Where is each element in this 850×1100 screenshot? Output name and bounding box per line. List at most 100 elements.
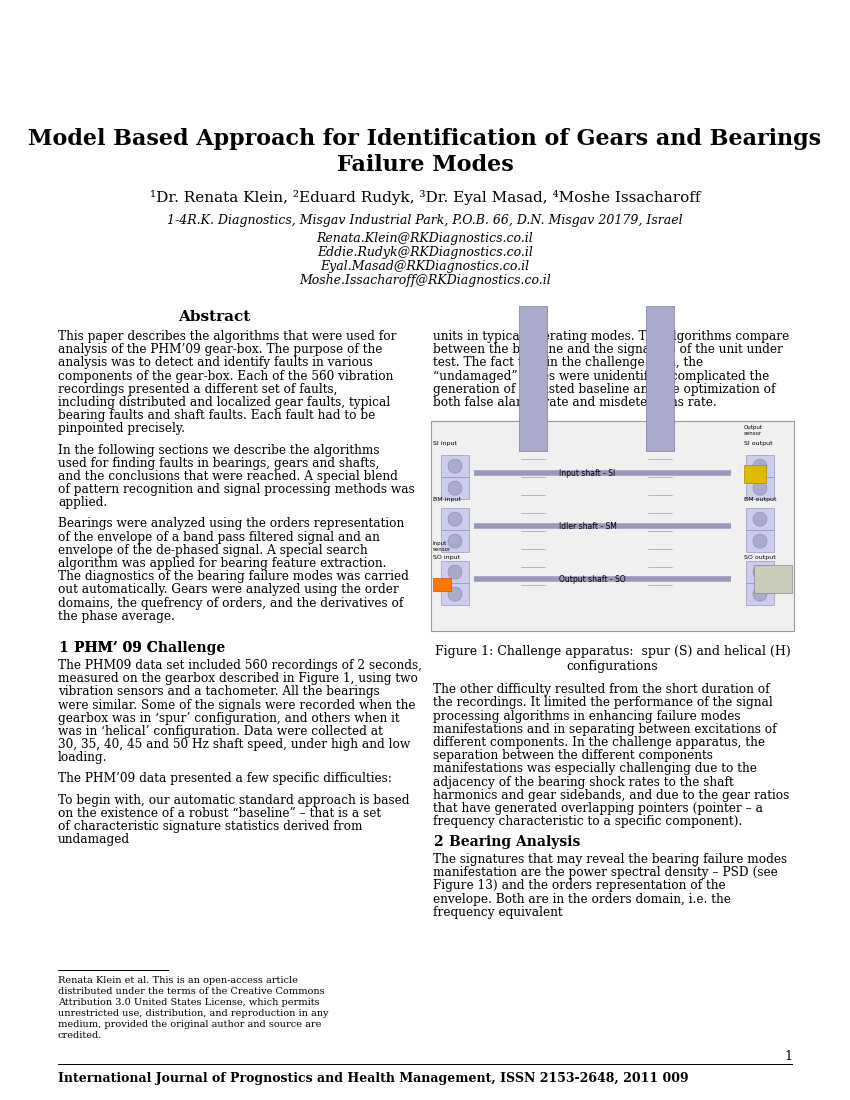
Text: vibration sensors and a tachometer. All the bearings: vibration sensors and a tachometer. All …	[58, 685, 380, 698]
Circle shape	[448, 513, 462, 526]
Text: between the baseline and the signature of the unit under: between the baseline and the signature o…	[433, 343, 783, 356]
Text: Failure Modes: Failure Modes	[337, 154, 513, 176]
Text: Output shaft - SO: Output shaft - SO	[559, 575, 626, 584]
Text: generation of a trusted baseline and the optimization of: generation of a trusted baseline and the…	[433, 383, 775, 396]
Bar	[754, 565, 792, 593]
Circle shape	[753, 459, 767, 473]
Text: SO: SO	[438, 582, 446, 587]
Text: on the existence of a robust “baseline” – that is a set: on the existence of a robust “baseline” …	[58, 806, 381, 820]
Text: bearing faults and shaft faults. Each fault had to be: bearing faults and shaft faults. Each fa…	[58, 409, 375, 422]
Circle shape	[753, 513, 767, 526]
Text: Bearings were analyzed using the orders representation: Bearings were analyzed using the orders …	[58, 517, 405, 530]
Text: manifestations was especially challenging due to the: manifestations was especially challengin…	[433, 762, 756, 776]
Text: LOAD: LOAD	[762, 579, 785, 588]
Text: domains, the quefrency of orders, and the derivatives of: domains, the quefrency of orders, and th…	[58, 596, 404, 609]
Bar	[744, 465, 766, 483]
Text: applied.: applied.	[58, 496, 107, 509]
Text: out automatically. Gears were analyzed using the order: out automatically. Gears were analyzed u…	[58, 583, 399, 596]
Text: that have generated overlapping pointers (pointer – a: that have generated overlapping pointers…	[433, 802, 763, 815]
Text: pinpointed precisely.: pinpointed precisely.	[58, 422, 185, 436]
Text: including distributed and localized gear faults, typical: including distributed and localized gear…	[58, 396, 390, 409]
Text: recordings presented a different set of faults,: recordings presented a different set of …	[58, 383, 337, 396]
Text: 30, 35, 40, 45 and 50 Hz shaft speed, under high and low: 30, 35, 40, 45 and 50 Hz shaft speed, un…	[58, 738, 411, 751]
Bar	[746, 530, 774, 552]
Bar	[433, 579, 451, 591]
Text: frequency equivalent: frequency equivalent	[433, 905, 563, 918]
Text: BM output: BM output	[744, 497, 777, 502]
Bar	[746, 561, 774, 583]
Text: of pattern recognition and signal processing methods was: of pattern recognition and signal proces…	[58, 483, 415, 496]
Text: analysis of the PHM’09 gear-box. The purpose of the: analysis of the PHM’09 gear-box. The pur…	[58, 343, 382, 356]
Text: To begin with, our automatic standard approach is based: To begin with, our automatic standard ap…	[58, 793, 410, 806]
Text: separation between the different components: separation between the different compone…	[433, 749, 713, 762]
Text: envelope. Both are in the orders domain, i.e. the: envelope. Both are in the orders domain,…	[433, 892, 731, 905]
Text: The PHM09 data set included 560 recordings of 2 seconds,: The PHM09 data set included 560 recordin…	[58, 659, 422, 672]
Text: “undamaged” cases were unidentified complicated the: “undamaged” cases were unidentified comp…	[433, 370, 769, 383]
Text: components of the gear-box. Each of the 560 vibration: components of the gear-box. Each of the …	[58, 370, 394, 383]
Text: SI output: SI output	[744, 441, 773, 447]
Text: medium, provided the original author and source are: medium, provided the original author and…	[58, 1020, 321, 1028]
Bar	[746, 508, 774, 530]
Text: The diagnostics of the bearing failure modes was carried: The diagnostics of the bearing failure m…	[58, 570, 409, 583]
Circle shape	[753, 565, 767, 579]
Text: different components. In the challenge apparatus, the: different components. In the challenge a…	[433, 736, 765, 749]
Bar	[441, 561, 469, 583]
Bar	[441, 455, 469, 477]
Text: and the conclusions that were reached. A special blend: and the conclusions that were reached. A…	[58, 470, 398, 483]
Bar	[431, 421, 794, 631]
Text: of characteristic signature statistics derived from: of characteristic signature statistics d…	[58, 820, 362, 833]
Text: Figure 1: Challenge apparatus:  spur (S) and helical (H)
configurations: Figure 1: Challenge apparatus: spur (S) …	[434, 645, 790, 673]
Text: Input
sensor: Input sensor	[433, 541, 451, 552]
Text: The other difficulty resulted from the short duration of: The other difficulty resulted from the s…	[433, 683, 769, 696]
Text: envelope of the de-phased signal. A special search: envelope of the de-phased signal. A spec…	[58, 543, 367, 557]
Circle shape	[448, 481, 462, 495]
Circle shape	[448, 459, 462, 473]
Text: units in typical operating modes. The algorithms compare: units in typical operating modes. The al…	[433, 330, 790, 343]
Text: Attribution 3.0 United States License, which permits: Attribution 3.0 United States License, w…	[58, 998, 320, 1006]
Text: manifestations and in separating between excitations of: manifestations and in separating between…	[433, 723, 777, 736]
Text: Renata Klein et al. This is an open-access article: Renata Klein et al. This is an open-acce…	[58, 976, 298, 984]
Text: gearbox was in ‘spur’ configuration, and others when it: gearbox was in ‘spur’ configuration, and…	[58, 712, 400, 725]
Text: Bearing Analysis: Bearing Analysis	[449, 835, 581, 849]
Text: Renata.Klein@RKDiagnostics.co.il: Renata.Klein@RKDiagnostics.co.il	[316, 232, 534, 245]
Bar	[441, 508, 469, 530]
Text: harmonics and gear sidebands, and due to the gear ratios: harmonics and gear sidebands, and due to…	[433, 789, 790, 802]
Text: both false alarms rate and misdetections rate.: both false alarms rate and misdetections…	[433, 396, 717, 409]
Bar	[746, 583, 774, 605]
Text: were similar. Some of the signals were recorded when the: were similar. Some of the signals were r…	[58, 698, 416, 712]
Text: SO output: SO output	[744, 556, 776, 560]
Circle shape	[753, 535, 767, 548]
Text: Idler shaft - SM: Idler shaft - SM	[559, 522, 617, 531]
Text: Input shaft - SI: Input shaft - SI	[559, 469, 615, 478]
Bar	[441, 477, 469, 499]
Bar	[441, 530, 469, 552]
Text: algorithm was applied for bearing feature extraction.: algorithm was applied for bearing featur…	[58, 557, 387, 570]
Text: Eyal.Masad@RKDiagnostics.co.il: Eyal.Masad@RKDiagnostics.co.il	[320, 260, 530, 273]
Text: Model Based Approach for Identification of Gears and Bearings: Model Based Approach for Identification …	[28, 128, 822, 150]
Text: analysis was to detect and identify faults in various: analysis was to detect and identify faul…	[58, 356, 373, 370]
Text: 1: 1	[784, 1050, 792, 1063]
Circle shape	[448, 565, 462, 579]
Text: Output
sensor: Output sensor	[744, 425, 763, 436]
Text: ¹Dr. Renata Klein, ²Eduard Rudyk, ³Dr. Eyal Masad, ⁴Moshe Issacharoff: ¹Dr. Renata Klein, ²Eduard Rudyk, ³Dr. E…	[150, 190, 700, 205]
Bar	[646, 306, 674, 451]
Text: Figure 13) and the orders representation of the: Figure 13) and the orders representation…	[433, 879, 726, 892]
Text: Moshe.Issacharoff@RKDiagnostics.co.il: Moshe.Issacharoff@RKDiagnostics.co.il	[299, 274, 551, 287]
Text: frequency characteristic to a specific component).: frequency characteristic to a specific c…	[433, 815, 742, 828]
Text: PHM’ 09 Challenge: PHM’ 09 Challenge	[74, 641, 225, 654]
Text: the recordings. It limited the performance of the signal: the recordings. It limited the performan…	[433, 696, 773, 710]
Text: undamaged: undamaged	[58, 833, 130, 846]
Text: 1-4R.K. Diagnostics, Misgav Industrial Park, P.O.B. 66, D.N. Misgav 20179, Israe: 1-4R.K. Diagnostics, Misgav Industrial P…	[167, 214, 683, 227]
Text: measured on the gearbox described in Figure 1, using two: measured on the gearbox described in Fig…	[58, 672, 418, 685]
Text: the phase average.: the phase average.	[58, 609, 175, 623]
Text: This paper describes the algorithms that were used for: This paper describes the algorithms that…	[58, 330, 396, 343]
Circle shape	[448, 587, 462, 601]
Text: The signatures that may reveal the bearing failure modes: The signatures that may reveal the beari…	[433, 852, 787, 866]
Text: 1: 1	[58, 641, 68, 654]
Text: unrestricted use, distribution, and reproduction in any: unrestricted use, distribution, and repr…	[58, 1009, 328, 1018]
Text: loading.: loading.	[58, 751, 107, 764]
Text: PHM’ 09 C: PHM’ 09 C	[74, 641, 158, 654]
Text: processing algorithms in enhancing failure modes: processing algorithms in enhancing failu…	[433, 710, 740, 723]
Bar	[746, 455, 774, 477]
Text: International Journal of Prognostics and Health Management, ISSN 2153-2648, 2011: International Journal of Prognostics and…	[58, 1072, 688, 1085]
